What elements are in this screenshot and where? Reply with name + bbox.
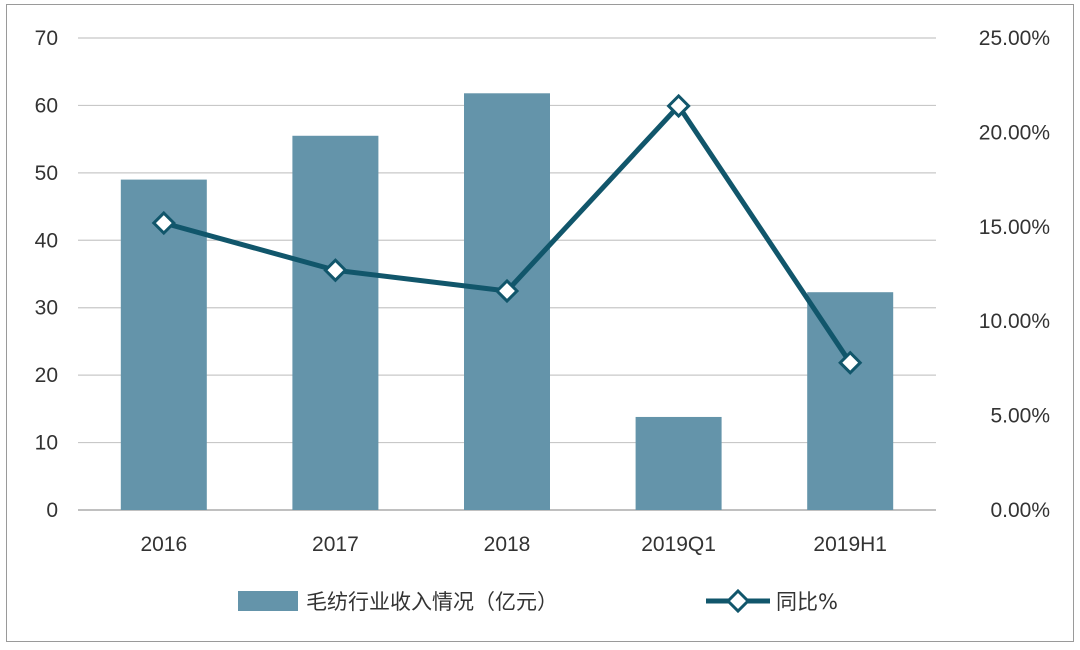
left-tick-label: 40 bbox=[35, 229, 58, 252]
legend-diamond-marker bbox=[725, 588, 751, 614]
category-label: 2019H1 bbox=[813, 533, 887, 556]
right-tick-label: 20.00% bbox=[979, 121, 1050, 144]
line-point-marker bbox=[151, 210, 176, 236]
line-series bbox=[151, 93, 863, 375]
legend-line-label: 同比% bbox=[776, 590, 838, 614]
category-label: 2018 bbox=[484, 533, 531, 556]
right-axis-ticks: 0.00% 5.00% 10.00% 15.00% 20.00% 25.00% bbox=[979, 27, 1050, 522]
left-tick-label: 10 bbox=[35, 432, 58, 455]
line-point-marker bbox=[838, 350, 863, 375]
left-axis-ticks: 0 10 20 30 40 50 60 70 bbox=[35, 27, 58, 522]
bar-series bbox=[120, 93, 894, 510]
left-tick-label: 50 bbox=[35, 162, 58, 185]
line-point-marker bbox=[323, 258, 348, 283]
legend-bar-swatch bbox=[238, 591, 298, 611]
category-label: 2016 bbox=[140, 533, 187, 556]
right-tick-label: 15.00% bbox=[979, 216, 1050, 239]
left-tick-label: 70 bbox=[35, 27, 58, 50]
left-tick-label: 30 bbox=[35, 297, 58, 320]
legend: 毛纺行业收入情况（亿元） 同比% bbox=[238, 588, 838, 614]
right-tick-label: 25.00% bbox=[979, 27, 1050, 50]
left-tick-label: 0 bbox=[46, 499, 58, 522]
line-point-marker bbox=[666, 93, 691, 119]
category-label: 2019Q1 bbox=[641, 533, 716, 556]
category-label: 2017 bbox=[312, 533, 359, 556]
line-point-marker bbox=[494, 278, 520, 304]
bar bbox=[807, 292, 894, 510]
bar bbox=[635, 416, 722, 510]
right-tick-label: 0.00% bbox=[990, 499, 1050, 522]
legend-bar-label: 毛纺行业收入情况（亿元） bbox=[306, 590, 558, 614]
category-labels: 2016 2017 2018 2019Q1 2019H1 bbox=[140, 533, 887, 556]
right-tick-label: 10.00% bbox=[979, 310, 1050, 333]
bar bbox=[292, 135, 379, 510]
right-tick-label: 5.00% bbox=[990, 405, 1050, 428]
left-tick-label: 20 bbox=[35, 364, 58, 387]
left-tick-label: 60 bbox=[35, 94, 58, 117]
